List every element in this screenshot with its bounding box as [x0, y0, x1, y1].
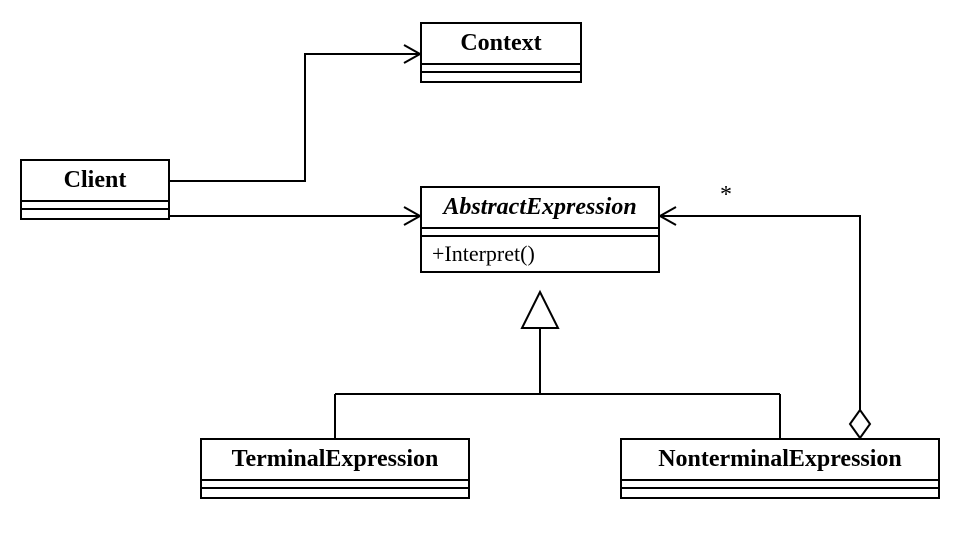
terminal-expression-class: TerminalExpression: [200, 438, 470, 499]
abstract-expression-class-name: AbstractExpression: [422, 188, 658, 229]
aggregation-diamond-icon: [850, 410, 870, 438]
client-class: Client: [20, 159, 170, 220]
arrowhead-icon: [404, 207, 420, 225]
client-class-methods: [22, 210, 168, 218]
generalization-triangle-icon: [522, 292, 558, 328]
nonterminal-expression-class-name: NonterminalExpression: [622, 440, 938, 481]
edge-client-context: [170, 54, 420, 181]
nonterminal-expression-class: NonterminalExpression: [620, 438, 940, 499]
context-class-methods: [422, 73, 580, 81]
aggregation-multiplicity: *: [720, 182, 732, 209]
context-class-name: Context: [422, 24, 580, 65]
abstract-expression-class-attrs: [422, 229, 658, 237]
client-class-attrs: [22, 202, 168, 210]
terminal-expression-class-methods: [202, 489, 468, 497]
client-class-name: Client: [22, 161, 168, 202]
context-class-attrs: [422, 65, 580, 73]
arrowhead-icon: [660, 207, 676, 225]
terminal-expression-class-name: TerminalExpression: [202, 440, 468, 481]
arrowhead-icon: [404, 45, 420, 63]
context-class: Context: [420, 22, 582, 83]
aggregation-line: [660, 216, 860, 410]
nonterminal-expression-class-attrs: [622, 481, 938, 489]
abstract-expression-class: AbstractExpression +Interpret(): [420, 186, 660, 273]
terminal-expression-class-attrs: [202, 481, 468, 489]
nonterminal-expression-class-methods: [622, 489, 938, 497]
abstract-expression-class-methods: +Interpret(): [422, 237, 658, 271]
